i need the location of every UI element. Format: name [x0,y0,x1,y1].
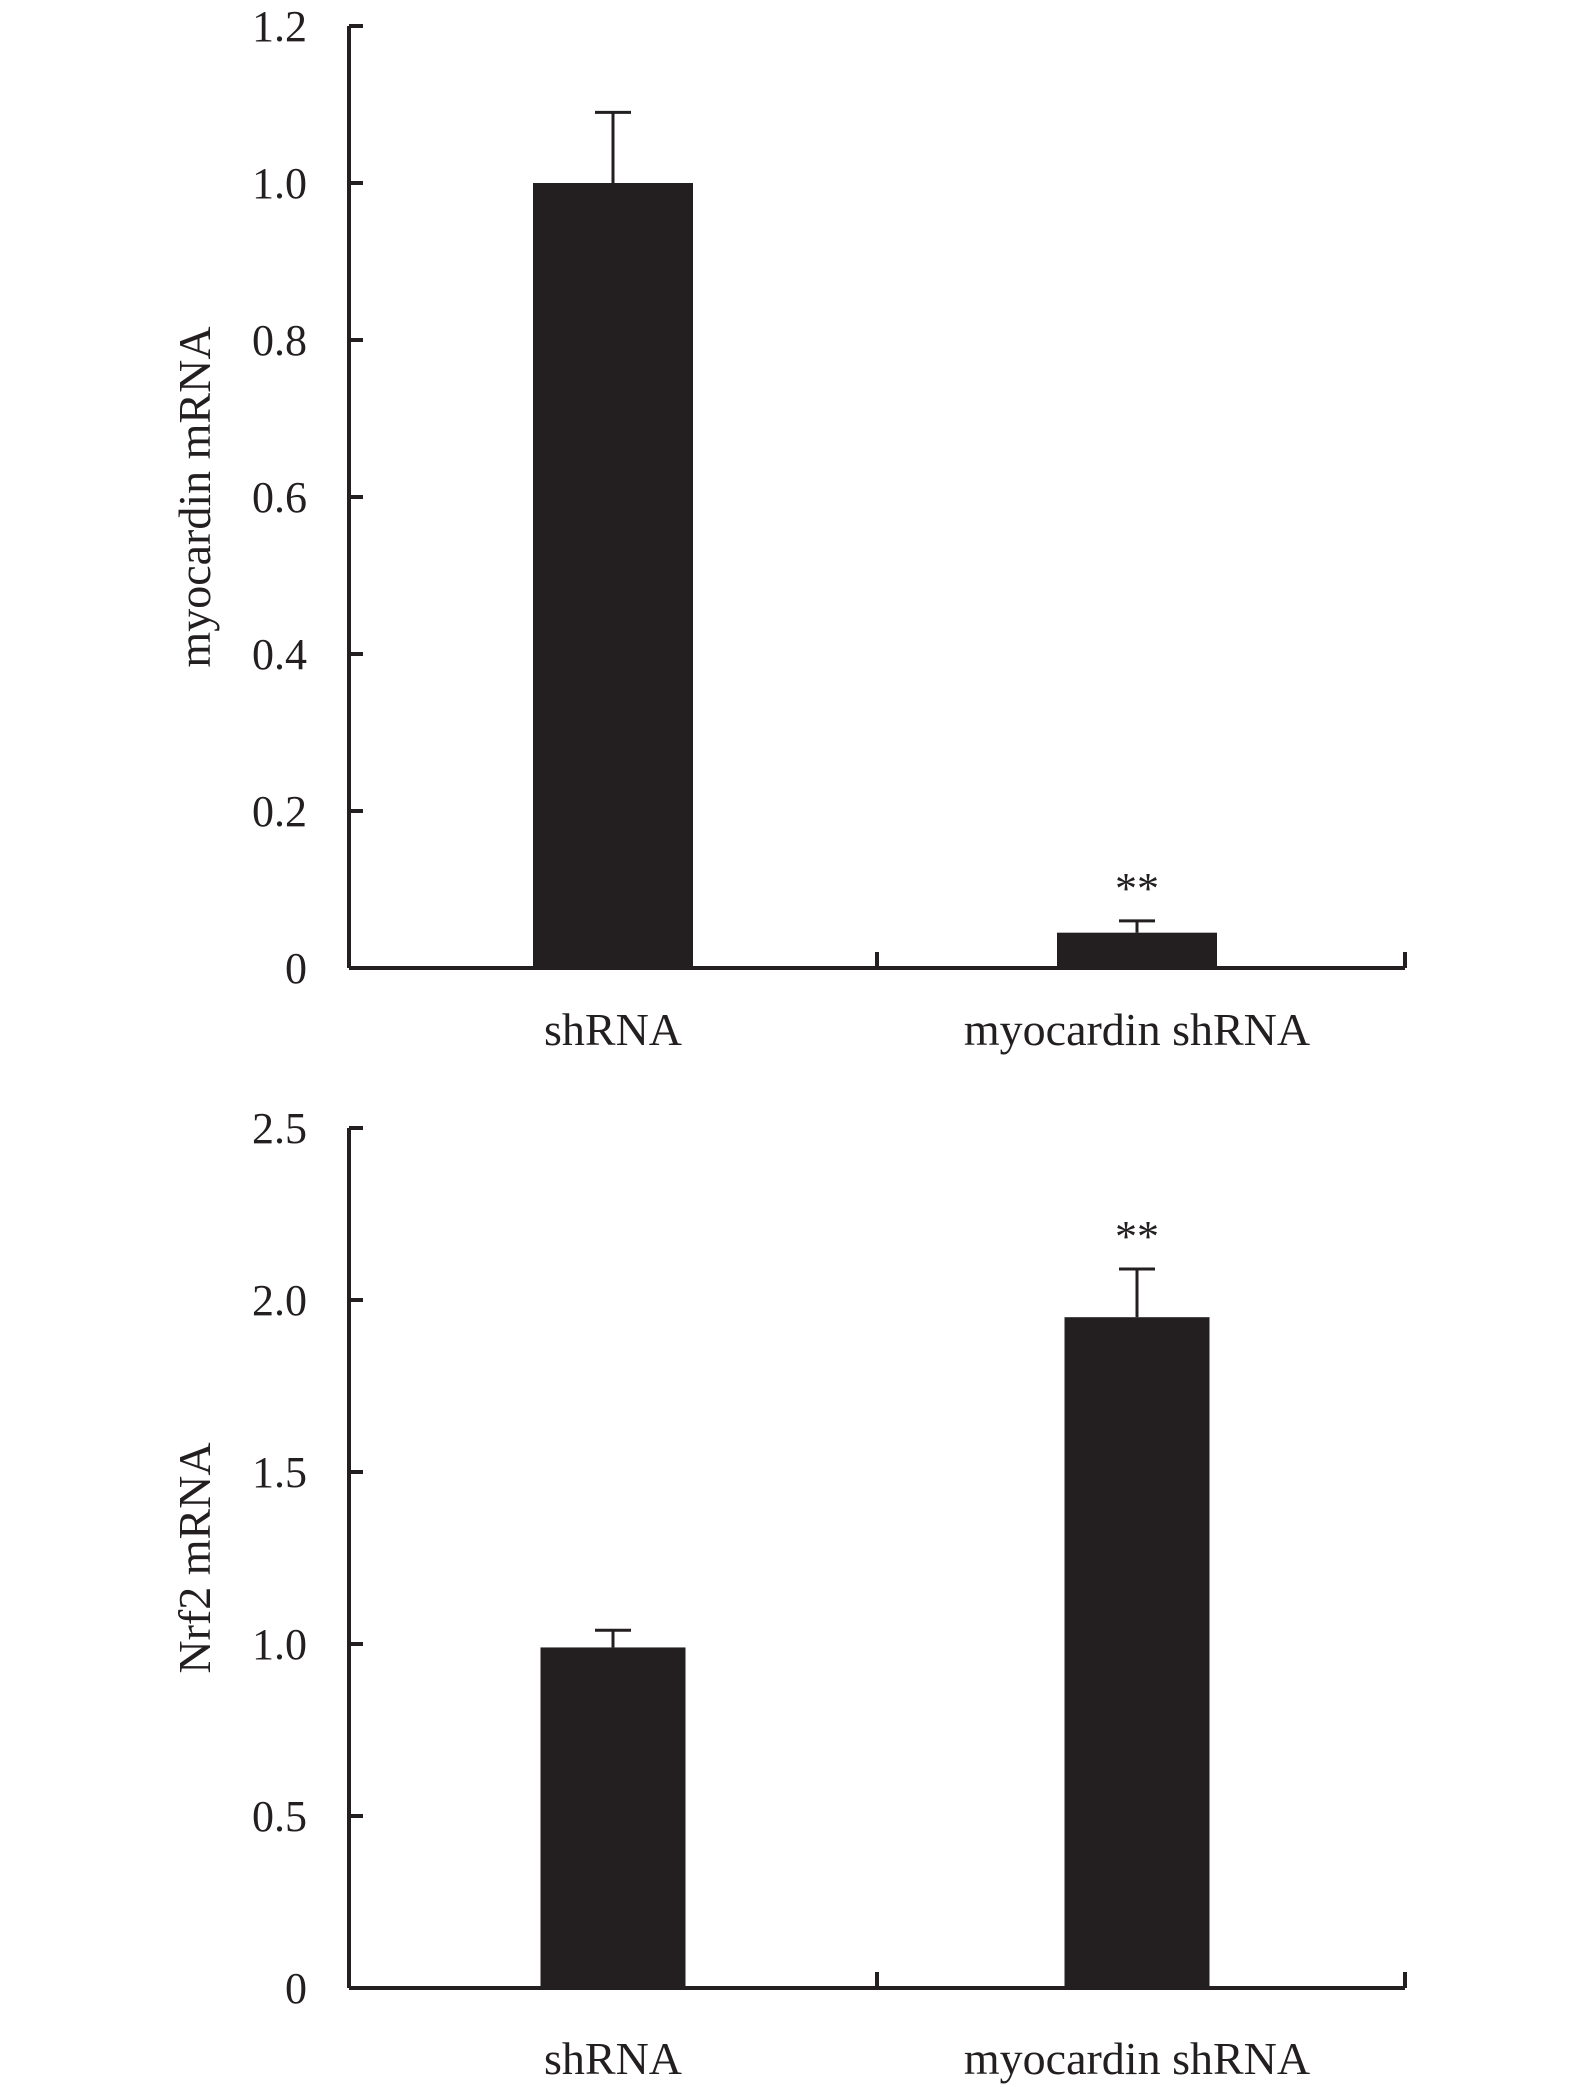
myocardin-mrna-chart: shRNA ** myocardin shRNA 0 0.2 0.4 0.6 0.8 1.0 1.… [169,2,1407,1055]
y-tick-label: 0 [285,1964,307,2013]
bar [540,1647,686,1988]
y-tick-label: 0.8 [252,316,307,365]
category-label: myocardin shRNA [964,1004,1310,1055]
y-tick-label: 1.5 [252,1448,307,1497]
y-tick-label: 0.2 [252,787,307,836]
nrf2-mrna-chart: shRNA ** myocardin shRNA 0 0.5 1.0 1.5 2.0 2.5 Nr… [169,1104,1407,2084]
y-axis-title: myocardin mRNA [169,326,220,667]
category-label: shRNA [544,1004,682,1055]
bar [533,183,693,968]
y-tick-label: 0.6 [252,473,307,522]
category-label: shRNA [544,2033,682,2084]
y-tick-label: 0 [285,944,307,993]
significance-label: ** [1115,1212,1159,1261]
y-tick-label: 1.2 [252,2,307,51]
category-label: myocardin shRNA [964,2033,1310,2084]
y-tick-label: 1.0 [252,159,307,208]
significance-label: ** [1115,864,1159,913]
bar [1057,932,1217,968]
y-axis-title: Nrf2 mRNA [169,1442,220,1673]
bar [1064,1317,1210,1988]
y-tick-label: 2.5 [252,1104,307,1153]
y-tick-label: 2.0 [252,1276,307,1325]
y-tick-label: 0.4 [252,630,307,679]
y-tick-label: 0.5 [252,1792,307,1841]
y-tick-label: 1.0 [252,1620,307,1669]
